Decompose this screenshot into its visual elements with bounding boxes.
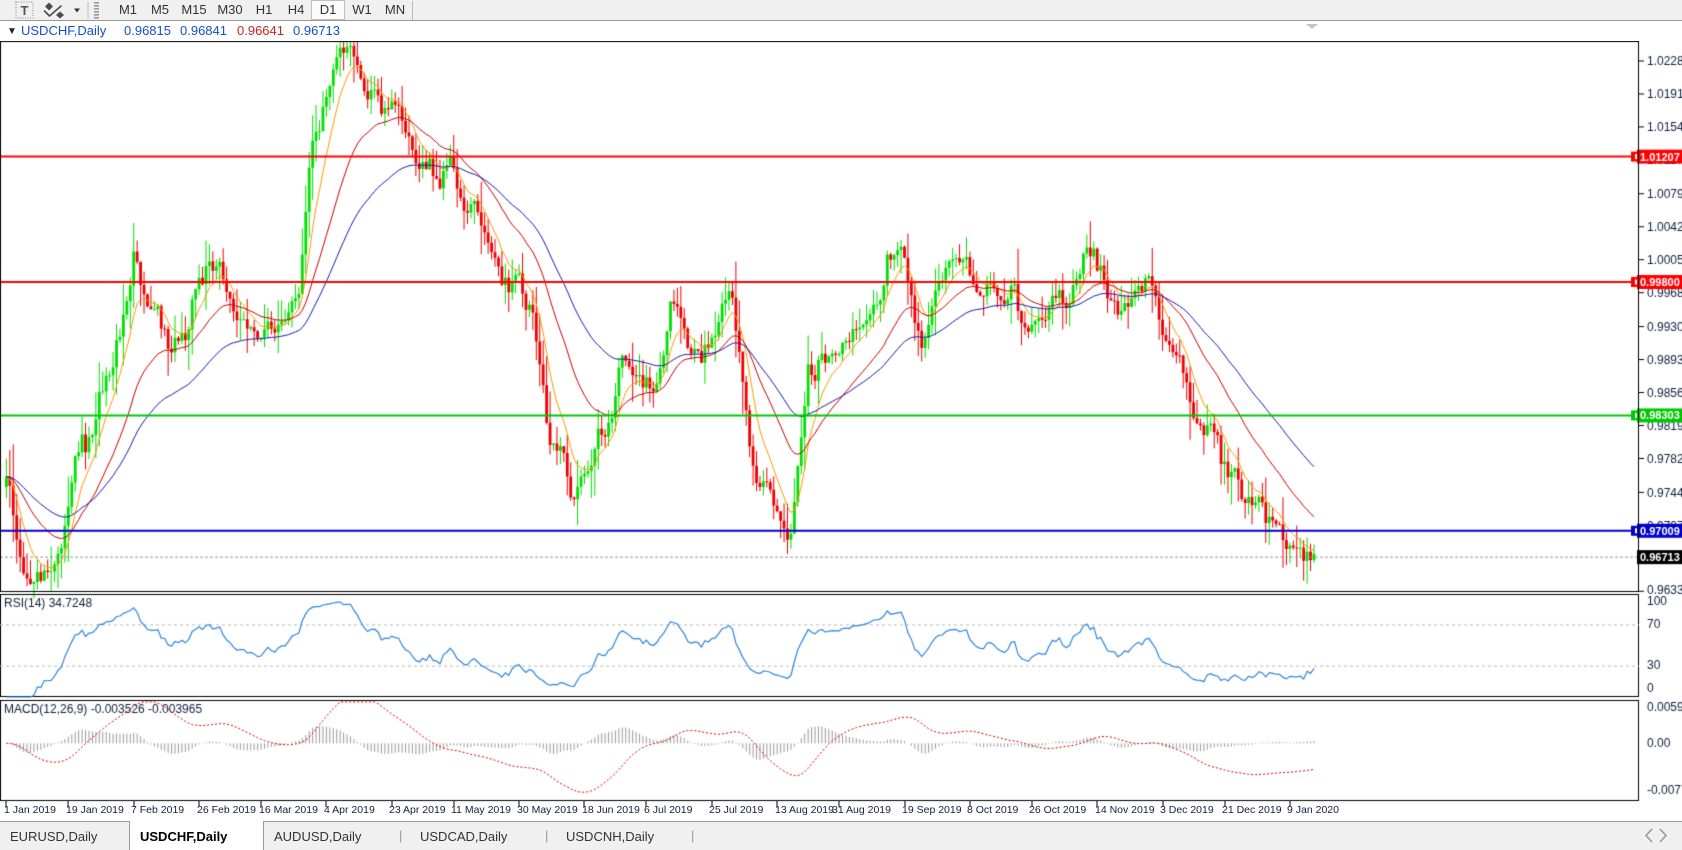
svg-text:T: T xyxy=(21,3,29,18)
